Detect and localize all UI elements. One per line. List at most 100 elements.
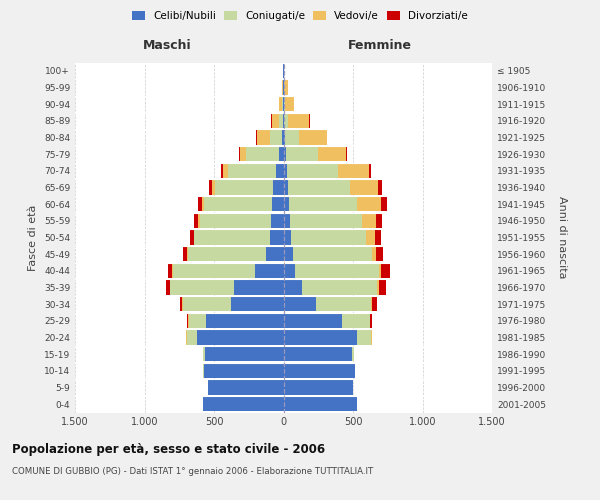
Bar — [372, 330, 373, 344]
Bar — [284, 180, 289, 194]
Bar — [204, 197, 272, 211]
Bar — [289, 180, 350, 194]
Bar — [256, 130, 257, 144]
Bar — [257, 130, 269, 144]
Bar — [289, 114, 310, 128]
Bar — [284, 164, 287, 178]
Bar — [206, 314, 284, 328]
Bar — [223, 164, 229, 178]
Bar — [276, 164, 284, 178]
Bar — [284, 314, 342, 328]
Bar — [370, 314, 372, 328]
Bar — [203, 364, 284, 378]
Bar — [182, 297, 183, 311]
Bar — [239, 147, 241, 161]
Bar — [269, 230, 284, 244]
Bar — [284, 330, 358, 344]
Bar — [284, 97, 286, 112]
Bar — [284, 247, 293, 261]
Text: Maschi: Maschi — [142, 39, 191, 52]
Bar — [180, 297, 182, 311]
Bar — [382, 264, 389, 278]
Bar — [234, 280, 284, 294]
Bar — [198, 197, 202, 211]
Bar — [346, 147, 347, 161]
Bar — [352, 347, 355, 361]
Bar — [200, 214, 271, 228]
Bar — [369, 164, 371, 178]
Bar — [379, 280, 386, 294]
Bar — [283, 114, 284, 128]
Bar — [284, 364, 355, 378]
Bar — [358, 330, 371, 344]
Bar — [289, 197, 358, 211]
Bar — [284, 264, 295, 278]
Bar — [287, 164, 338, 178]
Bar — [284, 297, 316, 311]
Bar — [281, 97, 283, 112]
Bar — [168, 264, 172, 278]
Bar — [212, 180, 215, 194]
Bar — [188, 314, 206, 328]
Bar — [342, 314, 370, 328]
Bar — [358, 197, 381, 211]
Bar — [215, 180, 274, 194]
Bar — [372, 247, 376, 261]
Bar — [269, 130, 282, 144]
Bar — [187, 314, 188, 328]
Bar — [371, 330, 372, 344]
Bar — [198, 214, 200, 228]
Y-axis label: Anni di nascita: Anni di nascita — [557, 196, 567, 278]
Bar — [379, 264, 382, 278]
Bar — [299, 130, 326, 144]
Bar — [246, 147, 280, 161]
Bar — [338, 164, 369, 178]
Bar — [302, 280, 377, 294]
Bar — [290, 214, 362, 228]
Bar — [272, 114, 280, 128]
Bar — [280, 147, 284, 161]
Bar — [377, 180, 382, 194]
Bar — [183, 297, 232, 311]
Bar — [282, 80, 283, 94]
Bar — [381, 197, 386, 211]
Y-axis label: Fasce di età: Fasce di età — [28, 204, 38, 270]
Bar — [232, 297, 284, 311]
Bar — [284, 397, 357, 411]
Bar — [173, 264, 255, 278]
Bar — [284, 347, 352, 361]
Bar — [291, 230, 367, 244]
Bar — [284, 380, 353, 394]
Bar — [282, 130, 284, 144]
Bar — [274, 180, 284, 194]
Bar — [284, 280, 302, 294]
Text: COMUNE DI GUBBIO (PG) - Dati ISTAT 1° gennaio 2006 - Elaborazione TUTTITALIA.IT: COMUNE DI GUBBIO (PG) - Dati ISTAT 1° ge… — [12, 468, 373, 476]
Bar — [203, 347, 205, 361]
Text: Femmine: Femmine — [347, 39, 412, 52]
Bar — [183, 247, 187, 261]
Bar — [203, 397, 284, 411]
Bar — [362, 214, 376, 228]
Legend: Celibi/Nubili, Coniugati/e, Vedovi/e, Divorziati/e: Celibi/Nubili, Coniugati/e, Vedovi/e, Di… — [129, 8, 471, 24]
Bar — [221, 164, 223, 178]
Bar — [295, 264, 379, 278]
Text: Popolazione per età, sesso e stato civile - 2006: Popolazione per età, sesso e stato civil… — [12, 442, 325, 456]
Bar — [367, 230, 375, 244]
Bar — [187, 330, 197, 344]
Bar — [286, 147, 318, 161]
Bar — [376, 214, 382, 228]
Bar — [272, 197, 284, 211]
Bar — [190, 230, 194, 244]
Bar — [166, 280, 170, 294]
Bar — [326, 130, 327, 144]
Bar — [188, 247, 266, 261]
Bar — [284, 197, 289, 211]
Bar — [194, 230, 269, 244]
Bar — [376, 247, 383, 261]
Bar — [266, 247, 284, 261]
Bar — [255, 264, 284, 278]
Bar — [371, 297, 373, 311]
Bar — [316, 297, 371, 311]
Bar — [271, 214, 284, 228]
Bar — [377, 280, 379, 294]
